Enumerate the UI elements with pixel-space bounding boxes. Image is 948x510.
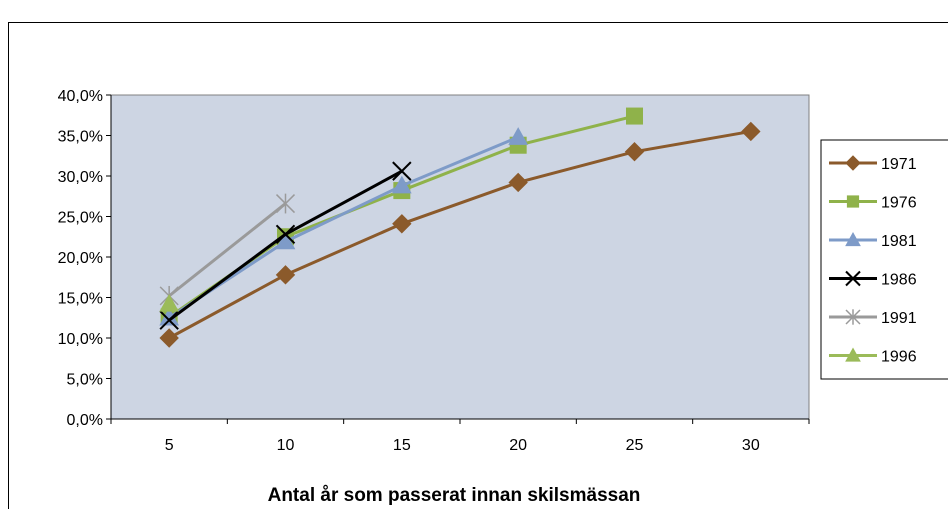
- x-tick-label: 10: [277, 437, 295, 454]
- y-tick-label: 30,0%: [58, 169, 103, 186]
- series-line-1991: [168, 202, 287, 298]
- x-tick-label: 15: [393, 437, 411, 454]
- x-marker: [845, 270, 861, 287]
- triangle-marker: [391, 175, 412, 194]
- legend-label: 1981: [881, 233, 917, 250]
- series-line-1971: [168, 129, 752, 340]
- legend-item-1971: 1971: [829, 155, 917, 173]
- triangle-marker: [159, 293, 180, 312]
- y-tick-label: 20,0%: [58, 250, 103, 267]
- legend-label: 1971: [881, 156, 917, 173]
- diamond-marker: [275, 265, 296, 285]
- y-tick-label: 40,0%: [58, 88, 103, 105]
- x-tick-label: 25: [626, 437, 644, 454]
- diamond-marker: [845, 155, 861, 171]
- chart-frame: 0,0% 5,0% 10,0% 15,0% 20,0% 25,0% 30,0% 35,0% 40…: [8, 22, 948, 509]
- diamond-marker: [159, 328, 179, 348]
- x-tick-label: 30: [742, 437, 760, 454]
- y-tick-label: 35,0%: [58, 129, 103, 146]
- diamond-marker: [741, 121, 761, 142]
- triangle-marker: [275, 231, 296, 250]
- x-marker-stroke: [845, 270, 861, 287]
- y-tick-label: 10,0%: [58, 331, 103, 348]
- legend-label: 1986: [881, 272, 917, 289]
- legend-label: 1976: [881, 195, 917, 212]
- y-tick-label: 15,0%: [58, 291, 103, 308]
- diamond-marker: [508, 172, 528, 193]
- star-marker: [845, 309, 861, 325]
- legend-item-1976: 1976: [829, 195, 917, 212]
- plot-area: [110, 94, 810, 420]
- legend-item-1991: 1991: [829, 309, 917, 327]
- triangle-marker: [508, 127, 529, 145]
- star-marker: [275, 193, 296, 214]
- legend-label: 1996: [881, 349, 917, 366]
- x-tick-label: 5: [165, 437, 174, 454]
- triangle-marker: [845, 231, 861, 247]
- triangle-marker: [845, 347, 861, 362]
- legend-item-1996: 1996: [829, 347, 917, 366]
- x-tick-label: 20: [509, 437, 527, 454]
- square-marker: [626, 107, 643, 125]
- x-axis-title: Antal år som passerat innan skilsmässan: [268, 485, 641, 506]
- legend-item-1986: 1986: [829, 270, 917, 289]
- series-1971: [159, 121, 761, 348]
- legend: 1971 1976 1981 1986 1991 1996: [820, 139, 948, 380]
- series-1986: [159, 161, 412, 330]
- series-1996: [159, 293, 180, 312]
- diamond-marker: [624, 141, 645, 162]
- series-line-1981: [168, 135, 519, 320]
- line-chart: 0,0% 5,0% 10,0% 15,0% 20,0% 25,0% 30,0% 35,0% 40…: [58, 88, 948, 506]
- plot-background: [110, 94, 810, 420]
- series-group: [159, 107, 761, 348]
- x-marker: [159, 310, 179, 330]
- legend-box: [820, 139, 948, 380]
- x-marker-stroke: [159, 310, 179, 330]
- x-marker-stroke: [275, 224, 296, 245]
- x-marker: [392, 161, 412, 181]
- y-tick-label: 25,0%: [58, 210, 103, 227]
- legend-item-1981: 1981: [829, 231, 917, 250]
- legend-label: 1991: [881, 310, 917, 327]
- axes: 0,0% 5,0% 10,0% 15,0% 20,0% 25,0% 30,0% 35,0% 40…: [58, 88, 810, 454]
- x-marker-stroke: [392, 161, 412, 181]
- diamond-marker: [392, 214, 412, 234]
- y-tick-label: 0,0%: [67, 412, 103, 429]
- y-tick-label: 5,0%: [67, 372, 103, 389]
- x-marker: [275, 224, 296, 245]
- square-marker: [846, 195, 860, 208]
